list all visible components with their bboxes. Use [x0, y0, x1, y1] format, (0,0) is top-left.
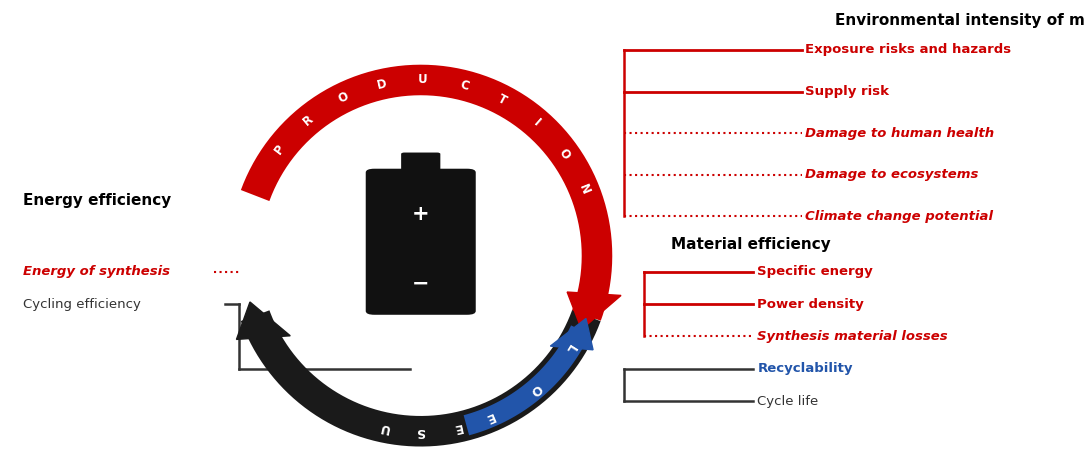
Text: Environmental intensity of m: Environmental intensity of m — [835, 13, 1085, 28]
Text: O: O — [556, 146, 572, 162]
Text: Recyclability: Recyclability — [758, 362, 853, 375]
Text: R: R — [300, 112, 317, 128]
Text: Energy efficiency: Energy efficiency — [23, 193, 171, 208]
Text: Climate change potential: Climate change potential — [805, 210, 994, 223]
Polygon shape — [550, 319, 593, 350]
Text: Power density: Power density — [758, 298, 864, 311]
Text: Material efficiency: Material efficiency — [672, 237, 831, 252]
Text: Supply risk: Supply risk — [805, 85, 889, 98]
Text: Damage to human health: Damage to human health — [805, 126, 995, 140]
Text: E: E — [483, 410, 496, 425]
Text: S: S — [416, 425, 425, 438]
Text: Exposure risks and hazards: Exposure risks and hazards — [805, 43, 1011, 56]
Text: I: I — [531, 117, 543, 130]
Text: U: U — [418, 73, 428, 86]
Text: O: O — [336, 90, 351, 106]
Text: P: P — [272, 143, 288, 157]
Text: D: D — [376, 77, 389, 92]
Text: −: − — [412, 273, 429, 293]
Polygon shape — [567, 292, 621, 329]
Text: +: + — [412, 204, 429, 224]
Text: Energy of synthesis: Energy of synthesis — [23, 266, 170, 278]
Polygon shape — [237, 302, 290, 339]
Text: U: U — [378, 420, 390, 435]
Text: Cycle life: Cycle life — [758, 395, 819, 408]
Text: N: N — [577, 183, 592, 197]
Text: C: C — [459, 78, 470, 93]
Text: O: O — [527, 381, 544, 398]
Text: L: L — [562, 342, 578, 356]
Text: Synthesis material losses: Synthesis material losses — [758, 330, 948, 343]
Text: T: T — [496, 93, 509, 108]
FancyBboxPatch shape — [366, 169, 476, 315]
Text: Damage to ecosystems: Damage to ecosystems — [805, 168, 978, 181]
FancyBboxPatch shape — [401, 153, 440, 176]
Text: E: E — [452, 420, 463, 435]
Text: Specific energy: Specific energy — [758, 266, 874, 278]
Text: Cycling efficiency: Cycling efficiency — [23, 298, 141, 311]
